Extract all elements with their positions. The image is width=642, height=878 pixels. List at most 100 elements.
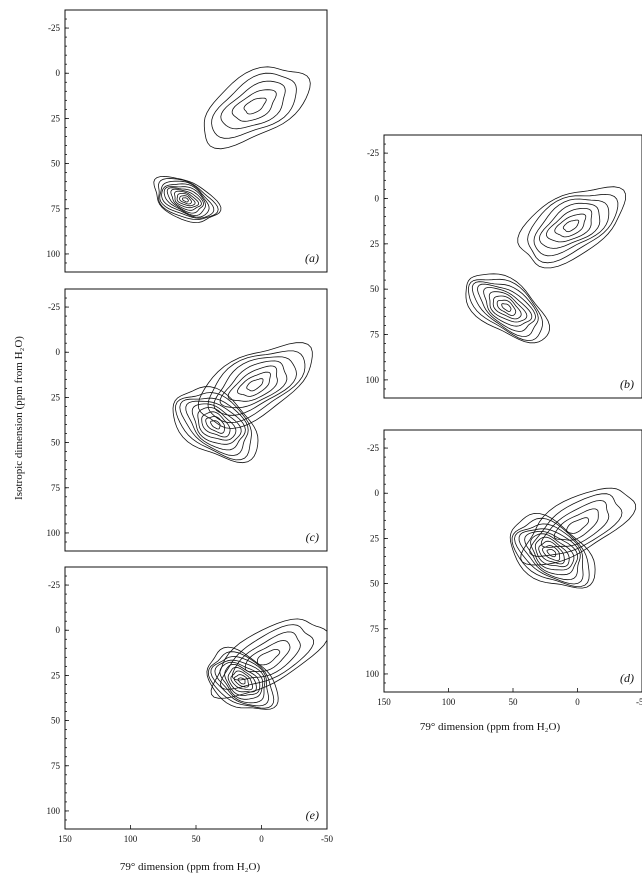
- contour-line: [219, 624, 315, 690]
- contour-line: [524, 531, 579, 576]
- y-tick-label: 75: [370, 330, 380, 340]
- y-tick-label: 100: [47, 806, 61, 816]
- contour-line: [468, 278, 544, 342]
- contour-line: [496, 299, 517, 316]
- y-tick-label: 25: [51, 670, 61, 680]
- contour-line: [227, 666, 257, 693]
- y-tick-label: 75: [370, 624, 380, 634]
- contour-line: [533, 198, 610, 257]
- x-tick-label: 50: [192, 834, 202, 844]
- y-tick-label: 100: [47, 528, 61, 538]
- y-tick-label: -25: [367, 148, 379, 158]
- panel-a: -25 0 25 50 75 100 (a): [47, 9, 328, 273]
- contour-line: [220, 80, 286, 130]
- contour-line: [256, 649, 281, 666]
- contour-line: [540, 500, 610, 548]
- y-tick-label: 25: [370, 239, 380, 249]
- panel-c: -25 0 25 50 75 100 (c): [47, 288, 328, 552]
- contour-line: [511, 517, 590, 588]
- x-tick-label: 50: [509, 697, 519, 707]
- y-tick-label: 100: [366, 375, 380, 385]
- contour-line: [233, 674, 250, 688]
- y-tick-label: 75: [51, 483, 61, 493]
- x-tick-label: -50: [636, 697, 642, 707]
- contour-line: [509, 512, 596, 589]
- contour-line: [153, 175, 222, 224]
- contour-line: [159, 180, 215, 219]
- y-tick-label: 100: [366, 669, 380, 679]
- x-tick-label: 0: [575, 697, 580, 707]
- y-tick-label: -25: [48, 580, 60, 590]
- panel-label-a: (a): [305, 251, 319, 265]
- plot-frame-d: [383, 429, 642, 693]
- contour-line: [554, 213, 587, 238]
- y-tick-label: 0: [56, 347, 61, 357]
- y-tick-label: 50: [51, 716, 61, 726]
- contour-line: [527, 193, 619, 264]
- contour-line: [201, 411, 231, 438]
- x-axis-label-right: 79° dimension (ppm from H₂O): [420, 721, 561, 733]
- y-tick-label: 50: [51, 159, 61, 169]
- y-tick-label: -25: [48, 302, 60, 312]
- x-tick-label: 100: [124, 834, 138, 844]
- contour-line: [562, 219, 580, 233]
- contour-line: [471, 281, 539, 337]
- contour-line: [166, 187, 204, 214]
- y-tick-label: 75: [51, 204, 61, 214]
- plot-frame-c: [64, 288, 328, 552]
- panel-label-b: (b): [620, 377, 634, 391]
- contour-line: [174, 190, 200, 209]
- contour-line: [244, 640, 291, 673]
- contour-line: [488, 291, 528, 323]
- contour-line: [219, 360, 288, 409]
- contour-line: [246, 378, 264, 392]
- contour-line: [219, 661, 264, 700]
- y-tick-label: 75: [51, 761, 61, 771]
- y-tick-label: 0: [375, 193, 380, 203]
- plot-frame-a: [64, 9, 328, 273]
- contour-line: [170, 188, 202, 211]
- contour-line: [530, 533, 575, 571]
- y-tick-label: 50: [370, 284, 380, 294]
- contour-line: [207, 651, 275, 709]
- contour-line: [161, 183, 210, 218]
- contour-line: [243, 97, 267, 115]
- y-tick-label: -25: [367, 443, 379, 453]
- x-axis-label-left: 79° dimension (ppm from H₂O): [120, 861, 261, 873]
- plot-frame-b: [383, 134, 642, 399]
- contour-line: [172, 386, 259, 464]
- contour-line: [517, 186, 626, 269]
- contour-line: [207, 350, 306, 424]
- y-tick-label: 25: [370, 533, 380, 543]
- contour-line: [520, 487, 637, 566]
- contour-line: [203, 66, 311, 150]
- contour-line: [179, 397, 249, 456]
- panel-e: -25 0 25 50 75 100 150 100 50 0 -50 (e): [47, 566, 333, 844]
- panel-label-d: (d): [620, 671, 634, 685]
- contour-line: [231, 89, 277, 122]
- contour-line: [492, 295, 522, 320]
- y-tick-label: 0: [375, 488, 380, 498]
- contour-line: [231, 631, 301, 681]
- plot-frame-e: [64, 566, 328, 830]
- contour-line: [176, 193, 196, 207]
- contour-line: [538, 202, 601, 249]
- contour-line: [501, 303, 512, 312]
- contours-d: [509, 487, 637, 589]
- contour-line: [237, 371, 271, 397]
- y-tick-label: 50: [51, 438, 61, 448]
- contours-c: [172, 342, 313, 464]
- contour-line: [210, 656, 269, 707]
- y-tick-label: 0: [56, 68, 61, 78]
- y-axis-label: Isotropic dimension (ppm from H₂O): [13, 336, 25, 500]
- contours-b: [465, 186, 626, 344]
- x-tick-label: 150: [377, 697, 391, 707]
- y-tick-label: 25: [51, 113, 61, 123]
- contour-line: [546, 207, 593, 243]
- contour-line: [566, 517, 589, 534]
- contour-line: [529, 493, 623, 557]
- contour-line: [553, 508, 599, 541]
- y-tick-label: 25: [51, 392, 61, 402]
- contour-line: [175, 392, 252, 461]
- x-tick-label: 0: [259, 834, 264, 844]
